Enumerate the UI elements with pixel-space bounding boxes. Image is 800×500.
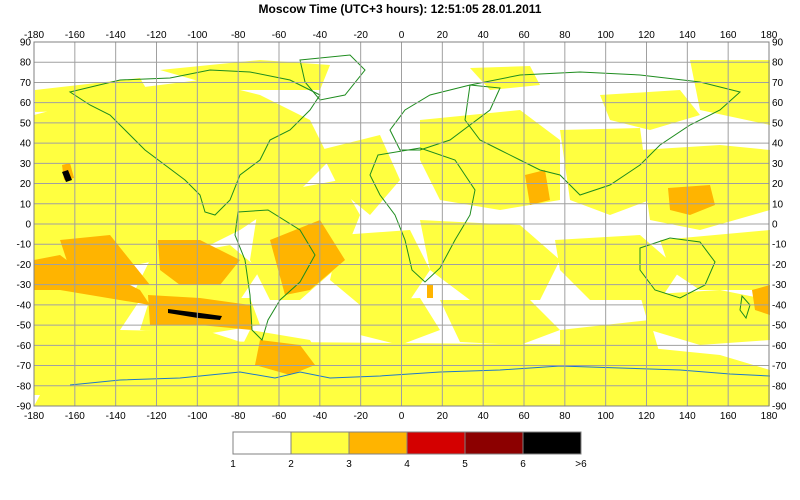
latitude-tick-label: 10 <box>772 199 784 210</box>
latitude-tick-label: 40 <box>772 139 784 150</box>
latitude-tick-label: 60 <box>772 98 784 109</box>
latitude-tick-label: -50 <box>772 321 787 332</box>
latitude-tick-label: -10 <box>17 240 32 251</box>
antarctica-coast <box>69 365 771 386</box>
longitude-ticks-bottom: -180 -160 -140 -120 -100 -80 -60 -40 -20 0 20 40 60 8… <box>24 411 778 422</box>
coastlines <box>68 54 751 341</box>
longitude-tick-label: 60 <box>518 30 530 41</box>
latitude-tick-label: -70 <box>772 361 787 372</box>
longitude-tick-label: 80 <box>559 30 571 41</box>
latitude-tick-label: 20 <box>772 179 784 190</box>
longitude-tick-label: 160 <box>720 411 737 422</box>
latitude-tick-label: -90 <box>17 402 32 413</box>
longitude-tick-label: -20 <box>353 30 368 41</box>
map-frame <box>33 41 770 407</box>
longitude-tick-label: -40 <box>313 411 328 422</box>
longitude-tick-label: 0 <box>399 30 405 41</box>
coverage-level-7 <box>62 170 222 320</box>
legend-swatch <box>290 431 350 455</box>
latitude-tick-label: 90 <box>20 38 32 49</box>
latitude-tick-label: -50 <box>17 321 32 332</box>
latitude-tick-label: 50 <box>20 118 32 129</box>
latitude-tick-label: -20 <box>17 260 32 271</box>
latitude-tick-label: -40 <box>772 300 787 311</box>
legend-swatch <box>522 431 582 455</box>
longitude-tick-label: -80 <box>231 30 246 41</box>
latitude-tick-label: 90 <box>772 38 784 49</box>
longitude-tick-label: 20 <box>437 411 449 422</box>
longitude-tick-label: 0 <box>399 411 405 422</box>
longitude-tick-label: 40 <box>478 411 490 422</box>
africa-outline <box>369 147 476 283</box>
longitude-tick-label: 140 <box>679 30 696 41</box>
latitude-tick-label: 30 <box>20 159 32 170</box>
asia-outline <box>464 71 742 196</box>
longitude-tick-label: 80 <box>559 411 571 422</box>
latitude-tick-label: -20 <box>772 260 787 271</box>
europe-outline <box>389 84 501 151</box>
longitude-tick-label: -20 <box>353 411 368 422</box>
latitude-tick-label: -60 <box>772 341 787 352</box>
longitude-tick-label: -100 <box>187 411 207 422</box>
legend-swatch <box>406 431 466 455</box>
longitude-tick-label: 20 <box>437 30 449 41</box>
latitude-tick-label: 80 <box>772 58 784 69</box>
latitude-tick-label: 80 <box>20 58 32 69</box>
longitude-tick-label: -160 <box>65 411 85 422</box>
longitude-tick-label: -60 <box>272 411 287 422</box>
longitude-ticks-top: -180 -160 -140 -120 -100 -80 -60 -40 -20 0 20 40 60 8… <box>24 30 778 41</box>
latitude-tick-label: 0 <box>25 220 31 231</box>
legend-swatch <box>348 431 408 455</box>
latitude-tick-label: -90 <box>772 402 787 413</box>
longitude-tick-label: -140 <box>106 30 126 41</box>
latitude-tick-label: 20 <box>20 179 32 190</box>
latitude-tick-label: -70 <box>17 361 32 372</box>
latitude-tick-label: -30 <box>17 280 32 291</box>
legend-swatch <box>464 431 524 455</box>
longitude-tick-label: 60 <box>518 411 530 422</box>
longitude-tick-label: -160 <box>65 30 85 41</box>
latitude-tick-label: 40 <box>20 139 32 150</box>
longitude-tick-label: 120 <box>638 30 655 41</box>
longitude-tick-label: -40 <box>313 30 328 41</box>
longitude-tick-label: -140 <box>106 411 126 422</box>
longitude-tick-label: 40 <box>478 30 490 41</box>
latitude-tick-label: 0 <box>772 220 778 231</box>
legend-color-bar <box>232 431 582 455</box>
longitude-tick-label: 120 <box>638 411 655 422</box>
latitude-tick-label: -80 <box>17 381 32 392</box>
latitude-tick-label: 50 <box>772 118 784 129</box>
latitude-tick-label: -10 <box>772 240 787 251</box>
coverage-level-3 <box>34 163 770 375</box>
latitude-tick-label: -80 <box>772 381 787 392</box>
south-america-outline <box>234 209 316 341</box>
longitude-tick-label: 140 <box>679 411 696 422</box>
latitude-ticks-right: 90 80 70 60 50 40 30 20 10 0 -10 -20 -30 -40 -50 -60 -70… <box>772 38 787 413</box>
latitude-ticks-left: 90 80 70 60 50 40 30 20 10 0 -10 -20 -30 -40 -50 -60 -70… <box>17 38 32 413</box>
latitude-tick-label: 60 <box>20 98 32 109</box>
longitude-tick-label: -180 <box>24 411 44 422</box>
longitude-tick-label: -100 <box>187 30 207 41</box>
latitude-tick-label: -30 <box>772 280 787 291</box>
longitude-tick-label: 100 <box>597 411 614 422</box>
longitude-tick-label: -80 <box>231 411 246 422</box>
latitude-tick-label: 10 <box>20 199 32 210</box>
latitude-tick-label: -60 <box>17 341 32 352</box>
longitude-tick-label: -120 <box>146 30 166 41</box>
chart-title: Moscow Time (UTC+3 hours): 12:51:05 28.0… <box>258 2 542 16</box>
longitude-tick-label: 180 <box>761 30 778 41</box>
latitude-tick-label: -40 <box>17 300 32 311</box>
legend-swatch <box>232 431 292 455</box>
longitude-tick-label: 180 <box>761 411 778 422</box>
longitude-tick-label: -120 <box>146 411 166 422</box>
longitude-tick-label: -180 <box>24 30 44 41</box>
longitude-tick-label: -60 <box>272 30 287 41</box>
longitude-tick-label: 100 <box>597 30 614 41</box>
longitude-tick-label: 160 <box>720 30 737 41</box>
latitude-tick-label: 70 <box>20 78 32 89</box>
latitude-tick-label: 30 <box>772 159 784 170</box>
latitude-tick-label: 70 <box>772 78 784 89</box>
